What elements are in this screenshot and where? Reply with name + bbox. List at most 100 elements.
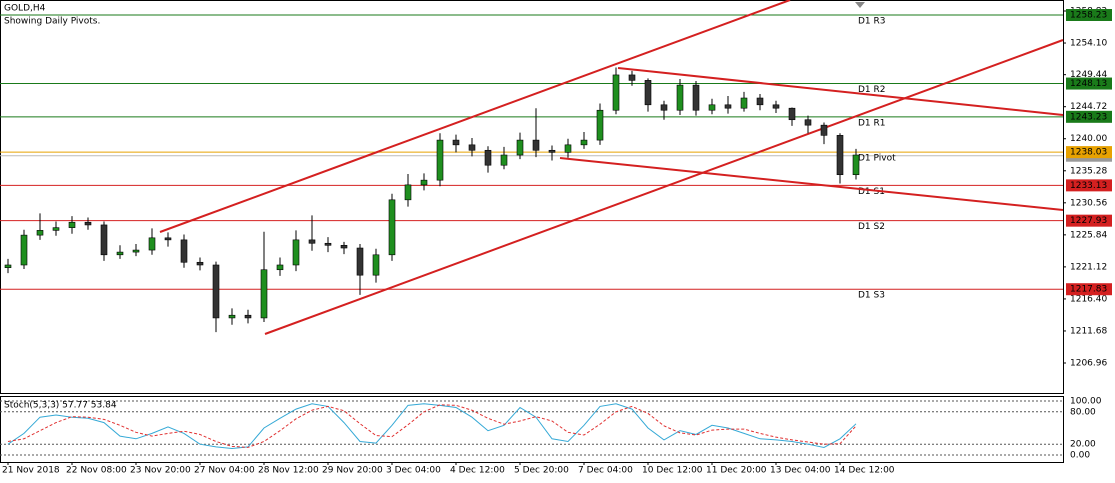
- candle-body: [852, 154, 860, 176]
- candle-body: [708, 104, 716, 111]
- candle-body: [212, 264, 220, 319]
- candle-body: [612, 74, 620, 111]
- x-tick-label: 11 Dec 20:00: [706, 466, 767, 476]
- candle-body: [340, 245, 348, 249]
- candle-body: [836, 135, 844, 176]
- x-tick-label: 14 Dec 12:00: [834, 466, 895, 476]
- candle-body: [228, 314, 236, 319]
- candle-body: [580, 139, 588, 146]
- candles: [4, 67, 860, 333]
- y-tick-label: 1240.00: [1070, 134, 1107, 144]
- candle-body: [116, 251, 124, 256]
- candle-body: [404, 184, 412, 201]
- candle-body: [596, 109, 604, 141]
- y-tick-label: 1221.12: [1070, 262, 1107, 272]
- indicator-tick-label: 100.00: [1070, 397, 1102, 407]
- candle-body: [148, 237, 156, 251]
- candle-body: [68, 221, 76, 228]
- candle-body: [308, 239, 316, 244]
- pivot-price-label: 1233.13: [1070, 181, 1107, 191]
- candle-body: [52, 227, 60, 231]
- pivot-price-box: [1066, 146, 1112, 159]
- channel-upper: [159, 0, 791, 233]
- pivot-layer: D1 R3 D1 R2 D1 R1 D1 Pivot D1 S1 D1 S2 D1 S3: [0, 14, 1063, 301]
- chart-subtitle: Showing Daily Pivots.: [4, 17, 100, 27]
- candle-body: [548, 149, 556, 153]
- indicator-frame: [0, 396, 1064, 463]
- candle-body: [20, 234, 28, 266]
- candle-body: [804, 119, 812, 126]
- indicator-tick-label: 80.00: [1070, 407, 1096, 417]
- shift-marker: [855, 2, 865, 8]
- pivot-name: D1 R3: [858, 17, 886, 27]
- indicator-tick-label: 20.00: [1070, 440, 1096, 450]
- x-tick-label: 3 Dec 04:00: [386, 466, 441, 476]
- pivot-name: D1 S2: [858, 222, 885, 232]
- candle-body: [356, 247, 364, 276]
- candle-body: [388, 199, 396, 256]
- candle-body: [100, 224, 108, 256]
- candle-body: [692, 84, 700, 111]
- main-frame: [0, 0, 1064, 394]
- x-tick-label: 27 Nov 04:00: [194, 466, 255, 476]
- pivot-price-label: 1243.23: [1070, 112, 1107, 122]
- pivot-price-box: [1066, 9, 1112, 22]
- y-tick-label: 1244.72: [1070, 102, 1107, 112]
- pivot-name: D1 R2: [858, 85, 886, 95]
- candle-body: [628, 74, 636, 81]
- x-tick-label: 21 Nov 2018: [2, 466, 60, 476]
- pivot-name: D1 Pivot: [858, 154, 896, 164]
- candle-body: [740, 97, 748, 109]
- y-tick-label: 1211.68: [1070, 326, 1107, 336]
- candle-body: [180, 239, 188, 263]
- candle-body: [292, 239, 300, 266]
- candle-body: [484, 149, 492, 166]
- candle-body: [564, 144, 572, 153]
- pivot-price-label: 1217.83: [1070, 285, 1107, 295]
- pivot-name: D1 S3: [858, 291, 885, 301]
- pivot-price-box: [1066, 283, 1112, 296]
- candle-body: [500, 154, 508, 166]
- candle-body: [196, 261, 204, 266]
- candle-body: [436, 139, 444, 181]
- y-tick-label: 1235.28: [1070, 166, 1107, 176]
- candle-body: [468, 144, 476, 151]
- candle-body: [260, 269, 268, 319]
- x-tick-label: 4 Dec 12:00: [450, 466, 505, 476]
- candle-body: [84, 221, 92, 226]
- candle-body: [36, 230, 44, 236]
- x-tick-label: 7 Dec 04:00: [578, 466, 633, 476]
- candle-body: [276, 264, 284, 271]
- x-tick-label: 22 Nov 08:00: [66, 466, 127, 476]
- candle-body: [676, 84, 684, 111]
- pivot-price-label: 1258.23: [1070, 11, 1107, 21]
- candle-body: [516, 139, 524, 156]
- x-tick-label: 23 Nov 20:00: [130, 466, 191, 476]
- candle-body: [164, 237, 172, 241]
- x-tick-label: 5 Dec 20:00: [514, 466, 569, 476]
- x-tick-label: 29 Nov 20:00: [322, 466, 383, 476]
- candle-body: [660, 104, 668, 111]
- candle-body: [372, 254, 380, 276]
- y-tick-label: 1230.56: [1070, 198, 1107, 208]
- pivot-price-label: 1248.13: [1070, 79, 1107, 89]
- y-tick-label: 1249.44: [1070, 70, 1107, 80]
- candle-body: [420, 179, 428, 186]
- candle-body: [324, 242, 332, 246]
- pivot-name: D1 R1: [858, 118, 886, 128]
- candle-body: [820, 124, 828, 136]
- pivot-price-label: 1227.93: [1070, 216, 1107, 226]
- candle-body: [756, 97, 764, 106]
- chart-title: GOLD,H4: [4, 4, 46, 14]
- indicator-title: Stoch(5,3,3) 57.77 53.84: [4, 401, 117, 411]
- indicator-tick-label: 0.00: [1070, 450, 1090, 460]
- y-tick-label: 1225.84: [1070, 230, 1107, 240]
- pivot-price-box: [1066, 214, 1112, 227]
- stochastic: [0, 400, 1063, 456]
- candle-body: [244, 314, 252, 319]
- trendline-lower: [559, 157, 1064, 211]
- y-tick-label: 1254.10: [1070, 39, 1107, 49]
- candle-body: [724, 104, 732, 109]
